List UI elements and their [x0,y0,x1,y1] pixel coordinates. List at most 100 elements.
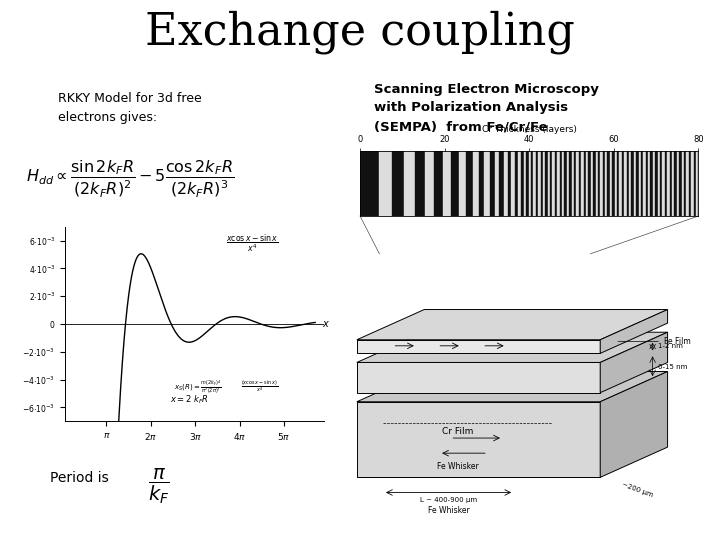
Bar [552,151,555,216]
Bar [403,151,415,216]
Bar [564,151,567,216]
Text: ~200 μm: ~200 μm [621,481,654,498]
Bar [534,151,536,216]
Text: Period is: Period is [50,471,109,485]
Polygon shape [600,372,667,477]
Bar [521,151,523,216]
Bar [665,151,667,216]
Bar [579,151,581,216]
Bar [610,151,612,216]
Bar [466,151,472,216]
Bar [503,151,508,216]
Bar [574,151,577,216]
Bar [559,151,562,216]
Bar [646,151,648,216]
Bar [479,151,485,216]
Bar [626,151,629,216]
Bar [657,151,660,216]
Bar [682,151,684,216]
Bar [511,151,515,216]
Bar [485,151,490,216]
Text: $x$: $x$ [322,319,330,329]
Text: Cr Film: Cr Film [442,428,474,436]
Polygon shape [357,332,667,362]
Bar [543,151,545,216]
Bar [459,151,466,216]
Bar [562,151,564,216]
Bar [653,151,655,216]
Bar [593,151,595,216]
Bar [693,151,696,216]
Text: Exchange coupling: Exchange coupling [145,11,575,54]
Bar [567,151,570,216]
Bar [672,151,675,216]
Bar [495,151,499,216]
Bar [518,151,521,216]
Bar [598,151,600,216]
Bar [617,151,619,216]
Bar [660,151,662,216]
Bar [490,151,495,216]
Bar [644,151,646,216]
Text: Fe Film: Fe Film [618,338,690,346]
Text: Fe Whisker: Fe Whisker [437,462,479,471]
Bar [451,151,459,216]
Bar [641,151,644,216]
Bar [570,151,572,216]
Bar [425,151,434,216]
Text: $\frac{x\cos x-\sin x}{x^4}$: $\frac{x\cos x-\sin x}{x^4}$ [225,233,278,255]
Bar [675,151,677,216]
Bar [572,151,574,216]
Bar [538,151,541,216]
Bar [696,151,698,216]
Bar [670,151,672,216]
Bar [605,151,608,216]
Bar [698,151,701,216]
Bar [550,151,552,216]
Bar [443,151,451,216]
Bar [360,151,379,216]
Bar [691,151,693,216]
Bar [634,151,636,216]
Bar [581,151,583,216]
Text: 0-15 nm: 0-15 nm [658,364,688,370]
Bar [528,151,531,216]
Bar [677,151,679,216]
Bar [588,151,590,216]
Bar [590,151,593,216]
Bar [603,151,605,216]
Bar [434,151,443,216]
Bar [545,151,548,216]
Bar [684,151,686,216]
Text: Scanning Electron Microscopy
with Polarization Analysis
(SEMPA)  from Fe/Cr/Fe: Scanning Electron Microscopy with Polari… [374,83,599,133]
Bar [379,151,392,216]
Bar [472,151,479,216]
Bar [508,151,511,216]
Bar [415,151,425,216]
Bar [619,151,622,216]
Bar [667,151,670,216]
Bar [523,151,526,216]
Polygon shape [357,402,600,477]
Bar [557,151,559,216]
Bar [615,151,617,216]
Bar [577,151,579,216]
Bar [648,151,650,216]
Bar [679,151,682,216]
Text: $\dfrac{\pi}{k_F}$: $\dfrac{\pi}{k_F}$ [148,467,169,505]
Bar [392,151,403,216]
Text: $\frac{(x\cos x - \sin x)}{x^4}$: $\frac{(x\cos x - \sin x)}{x^4}$ [241,379,279,395]
Bar [624,151,626,216]
Bar [662,151,665,216]
Text: 1-2 nm: 1-2 nm [658,343,683,349]
Bar [608,151,610,216]
X-axis label: Cr Thickness (layers): Cr Thickness (layers) [482,125,577,134]
Bar [631,151,634,216]
Polygon shape [357,362,600,393]
Bar [531,151,534,216]
Bar [655,151,657,216]
Bar [595,151,598,216]
Polygon shape [357,309,667,340]
Text: $x_S(R)=\frac{m(2k_F)^4}{\pi^2(2\pi)^3}$: $x_S(R)=\frac{m(2k_F)^4}{\pi^2(2\pi)^3}$ [174,379,221,396]
Bar [586,151,588,216]
